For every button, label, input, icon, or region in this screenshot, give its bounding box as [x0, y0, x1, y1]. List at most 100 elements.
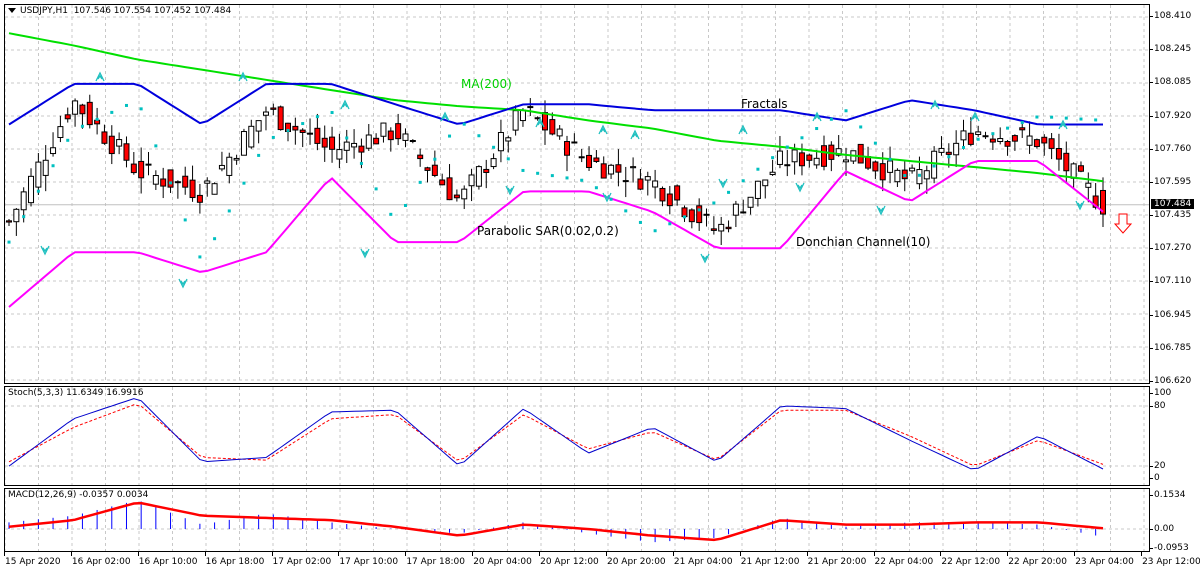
candle-body	[343, 141, 350, 151]
candle-body	[490, 158, 497, 168]
fractal-up-icon	[738, 124, 748, 135]
candle-body	[329, 136, 336, 150]
sar-dot	[961, 146, 965, 150]
candle-body	[674, 185, 681, 201]
candle-body	[681, 207, 688, 218]
sar-dot	[947, 155, 951, 159]
sar-dot	[51, 164, 55, 168]
candle-body	[938, 147, 945, 153]
y-tick-label: 107.110	[1149, 276, 1192, 287]
candle-body	[1085, 182, 1092, 188]
sar-dot	[580, 178, 584, 182]
sar-dot	[257, 153, 261, 157]
x-tick-label: 22 Apr 20:00	[1007, 552, 1067, 567]
sar-dot	[124, 103, 128, 107]
sar-dot	[1020, 121, 1024, 125]
x-tick-label: 21 Apr 20:00	[806, 552, 867, 567]
candle-body	[776, 150, 783, 165]
candle-body	[57, 126, 64, 139]
current-price-badge: 107.484	[1151, 198, 1195, 209]
candle-body	[571, 141, 578, 144]
candle-body	[696, 205, 703, 224]
stochastic-y-axis[interactable]: 100 80 20 0	[1149, 386, 1200, 486]
macd-pane[interactable]: MACD(12,26,9) -0.0357 0.0034	[4, 488, 1150, 552]
sar-dot	[110, 110, 114, 114]
sar-dot	[433, 157, 437, 161]
candle-body	[945, 151, 952, 155]
candle-body	[630, 166, 637, 169]
stoch-signal-line	[8, 404, 1104, 465]
stochastic-pane[interactable]: Stoch(5,3,3) 11.6349 16.9916	[4, 386, 1150, 486]
candle-body	[307, 132, 314, 135]
sar-dot	[771, 156, 775, 160]
candle-body	[152, 175, 159, 185]
y-tick-label: 0.00	[1149, 524, 1175, 534]
sar-dot	[477, 134, 481, 138]
time-x-axis[interactable]: 15 Apr 2020 16 Apr 02:00 16 Apr 10:00 16 Ap…	[4, 552, 1200, 575]
sar-dot	[154, 144, 158, 148]
candle-body	[123, 143, 130, 161]
macd-signal-line	[8, 501, 1104, 542]
candle-body	[857, 143, 864, 164]
fractal-down-icon	[1075, 200, 1085, 211]
candle-body	[894, 169, 901, 183]
x-tick-label: 17 Apr 18:00	[405, 552, 465, 567]
fractal-up-icon	[630, 129, 640, 140]
x-tick-label: 20 Apr 04:00	[472, 552, 532, 567]
sar-dot	[536, 171, 540, 175]
price-chart-canvas	[5, 5, 1149, 383]
candle-body	[586, 154, 593, 169]
sar-dot	[1006, 126, 1010, 130]
sar-dot	[66, 138, 70, 142]
macd-label: MACD(12,26,9) -0.0357 0.0034	[8, 490, 149, 500]
candle-body	[50, 147, 57, 155]
price-chart-pane[interactable]: USDJPY,H1 107.546 107.554 107.452 107.48…	[4, 4, 1150, 384]
candle-body	[439, 179, 446, 186]
x-tick-label: 23 Apr 04:00	[1074, 552, 1134, 567]
candle-body	[13, 208, 20, 223]
x-tick-label: 20 Apr 20:00	[605, 552, 666, 567]
candle-body	[351, 142, 358, 148]
sell-signal-arrow-icon	[1113, 213, 1133, 234]
candle-body	[189, 179, 196, 199]
candle-body	[1077, 165, 1084, 172]
x-tick-label: 15 Apr 2020	[4, 552, 61, 567]
candle-body	[541, 112, 548, 131]
fractal-down-icon	[876, 205, 886, 216]
y-tick-label: 20	[1149, 461, 1166, 471]
sar-dot	[1035, 115, 1039, 119]
sar-dot	[917, 173, 921, 177]
candle-body	[1041, 136, 1048, 144]
sar-dot	[22, 215, 26, 219]
sar-dot	[242, 181, 246, 185]
macd-canvas	[5, 489, 1149, 551]
candle-body	[453, 194, 460, 199]
fractal-up-icon	[970, 111, 980, 122]
candle-body	[145, 163, 152, 166]
symbol-label: USDJPY,H1	[20, 6, 68, 16]
candle-body	[820, 145, 827, 167]
sar-dot	[7, 240, 11, 244]
ma-annotation: MA(200)	[461, 77, 512, 91]
price-y-axis[interactable]: 108.410 108.245 108.085 107.920 107.760 107.5…	[1149, 4, 1200, 386]
sar-dot	[301, 122, 305, 126]
sar-dot	[183, 218, 187, 222]
collapse-triangle-icon[interactable]	[8, 8, 16, 13]
candle-body	[564, 141, 571, 156]
candle-body	[277, 106, 284, 131]
candle-body	[446, 177, 453, 201]
candle-body	[248, 125, 255, 148]
sar-dot	[727, 190, 731, 194]
macd-y-axis[interactable]: 0.1534 0.00 -0.0953	[1149, 488, 1200, 553]
candle-body	[754, 180, 761, 199]
sar-dot	[668, 222, 672, 226]
fractal-down-icon	[360, 248, 370, 259]
x-tick-label: 17 Apr 10:00	[338, 552, 399, 567]
candle-body	[483, 168, 490, 173]
fractal-up-icon	[598, 124, 608, 135]
sar-dot	[1094, 118, 1098, 122]
candle-body	[534, 117, 541, 120]
sar-dot	[345, 136, 349, 140]
candle-body	[6, 220, 12, 223]
candle-body	[843, 159, 850, 163]
